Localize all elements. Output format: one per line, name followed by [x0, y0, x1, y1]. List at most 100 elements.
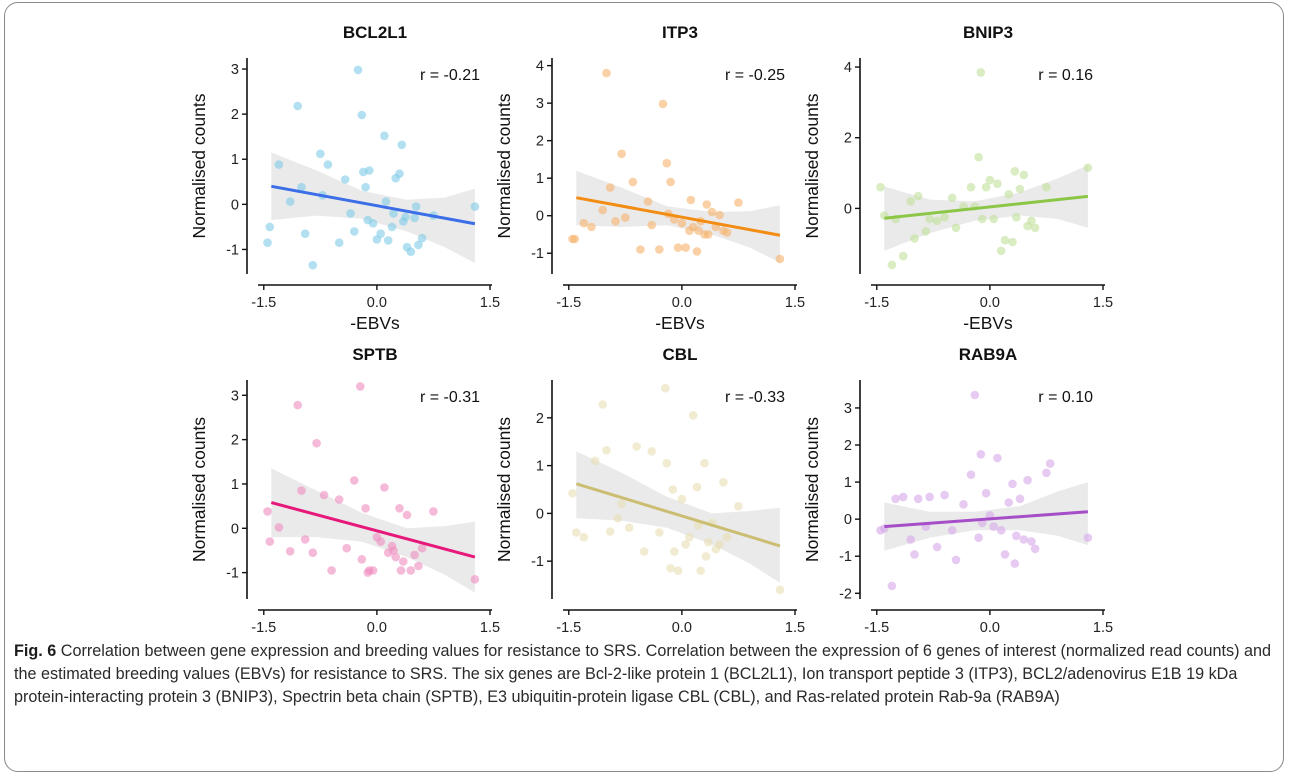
y-tick-label-itp3: 2	[536, 134, 544, 150]
data-point-bcl2l1	[380, 131, 389, 141]
correlation-label-cbl: r = -0.33	[725, 389, 785, 406]
data-point-sptb	[361, 504, 370, 513]
data-point-rab9a	[1004, 498, 1013, 507]
data-point-cbl	[692, 482, 702, 492]
figure-caption: Fig. 6 Correlation between gene expressi…	[14, 640, 1276, 709]
data-point-itp3	[704, 230, 713, 239]
data-point-rab9a	[1012, 531, 1021, 541]
data-point-rab9a	[996, 526, 1006, 535]
x-axis-label-sptb: -EBVs	[350, 638, 400, 640]
data-point-sptb	[429, 507, 438, 516]
data-point-bcl2l1	[414, 240, 423, 250]
data-point-bnip3	[974, 152, 983, 162]
data-point-cbl	[696, 566, 705, 575]
data-point-itp3	[677, 218, 687, 228]
correlation-label-itp3: r = -0.25	[725, 67, 785, 84]
data-point-bnip3	[989, 214, 998, 224]
data-point-sptb	[357, 555, 367, 564]
x-tick-label-itp3: 1.5	[785, 295, 805, 311]
data-point-bnip3	[1027, 216, 1036, 226]
y-tick-label-itp3: -1	[531, 246, 544, 262]
data-point-bnip3	[932, 216, 942, 226]
data-point-rab9a	[1045, 459, 1055, 468]
data-point-cbl	[700, 458, 709, 468]
y-tick-label-sptb: 2	[231, 433, 239, 449]
data-point-sptb	[312, 438, 321, 448]
data-point-cbl	[662, 458, 672, 468]
data-point-sptb	[319, 490, 329, 500]
figure-label: Fig. 6	[14, 642, 57, 660]
y-tick-label-cbl: 0	[536, 506, 544, 522]
data-point-rab9a	[1015, 494, 1025, 504]
chart-itp3: ITP3 -1 0 1 2 3 4 -1.5 0.0 1.5 -EBVs Normalised cou…	[494, 23, 805, 333]
data-point-cbl	[568, 489, 577, 498]
data-point-cbl	[688, 411, 698, 420]
y-axis-label-bcl2l1: Normalised counts	[189, 93, 209, 238]
data-point-rab9a	[932, 542, 942, 552]
data-point-bcl2l1	[323, 160, 333, 169]
y-tick-label-bcl2l1: 2	[231, 107, 239, 123]
y-tick-label-itp3: 4	[536, 59, 544, 75]
x-tick-label-bnip3: 0.0	[980, 295, 1000, 311]
data-point-sptb	[350, 476, 359, 485]
data-point-cbl	[617, 499, 626, 509]
y-tick-label-cbl: 2	[536, 411, 544, 427]
data-point-itp3	[587, 222, 596, 232]
chart-title-sptb: SPTB	[352, 345, 397, 364]
data-point-bcl2l1	[357, 110, 367, 120]
data-point-rab9a	[1010, 559, 1020, 568]
data-point-cbl	[639, 547, 649, 556]
data-point-sptb	[406, 566, 416, 575]
x-tick-label-bcl2l1: -1.5	[251, 295, 276, 311]
data-point-bnip3	[906, 197, 915, 206]
y-tick-label-bnip3: 0	[844, 201, 852, 217]
data-point-itp3	[628, 177, 638, 187]
data-point-rab9a	[989, 522, 998, 531]
data-point-rab9a	[959, 500, 968, 509]
data-point-cbl	[704, 537, 713, 547]
data-point-itp3	[617, 149, 626, 159]
chart-bcl2l1: BCL2L1 -1 0 1 2 3 -1.5 0.0 1.5 -EBVs Normalised co…	[189, 23, 500, 333]
data-point-bnip3	[887, 260, 897, 270]
data-point-rab9a	[974, 533, 983, 542]
data-point-cbl	[701, 552, 711, 561]
data-point-cbl	[719, 478, 728, 487]
data-point-bcl2l1	[353, 65, 363, 75]
data-point-itp3	[734, 198, 743, 207]
y-tick-label-rab9a: -2	[839, 586, 852, 602]
data-point-rab9a	[1000, 550, 1010, 559]
x-tick-label-cbl: 1.5	[785, 620, 805, 636]
y-tick-label-rab9a: -1	[839, 549, 852, 565]
data-point-cbl	[647, 447, 656, 456]
y-axis-label-cbl: Normalised counts	[494, 417, 514, 562]
regression-line-cbl	[575, 482, 781, 548]
data-point-rab9a	[1027, 537, 1036, 546]
data-point-bcl2l1	[274, 160, 284, 169]
data-point-rab9a	[887, 581, 897, 591]
data-point-bcl2l1	[376, 229, 386, 238]
data-point-bnip3	[976, 68, 986, 77]
data-point-cbl	[602, 446, 611, 455]
y-tick-label-bcl2l1: 1	[231, 152, 239, 168]
correlation-label-bcl2l1: r = -0.21	[420, 67, 480, 84]
data-point-cbl	[661, 383, 670, 393]
data-point-rab9a	[966, 470, 976, 480]
data-point-bnip3	[1008, 237, 1017, 247]
data-point-rab9a	[913, 494, 923, 504]
data-point-sptb	[396, 566, 406, 575]
data-point-itp3	[686, 195, 696, 205]
data-point-bcl2l1	[389, 209, 398, 218]
data-point-sptb	[410, 550, 419, 560]
data-point-cbl	[775, 585, 785, 595]
data-point-itp3	[579, 218, 589, 228]
chart-title-itp3: ITP3	[662, 23, 698, 42]
data-point-bcl2l1	[410, 213, 419, 223]
chart-title-bnip3: BNIP3	[963, 23, 1013, 42]
y-tick-label-itp3: 0	[536, 209, 544, 225]
y-axis-label-bnip3: Normalised counts	[802, 93, 822, 238]
data-point-cbl	[677, 494, 687, 504]
data-point-cbl	[673, 566, 683, 575]
data-point-bcl2l1	[406, 247, 416, 256]
data-point-bnip3	[876, 182, 885, 192]
data-point-bcl2l1	[340, 175, 350, 184]
